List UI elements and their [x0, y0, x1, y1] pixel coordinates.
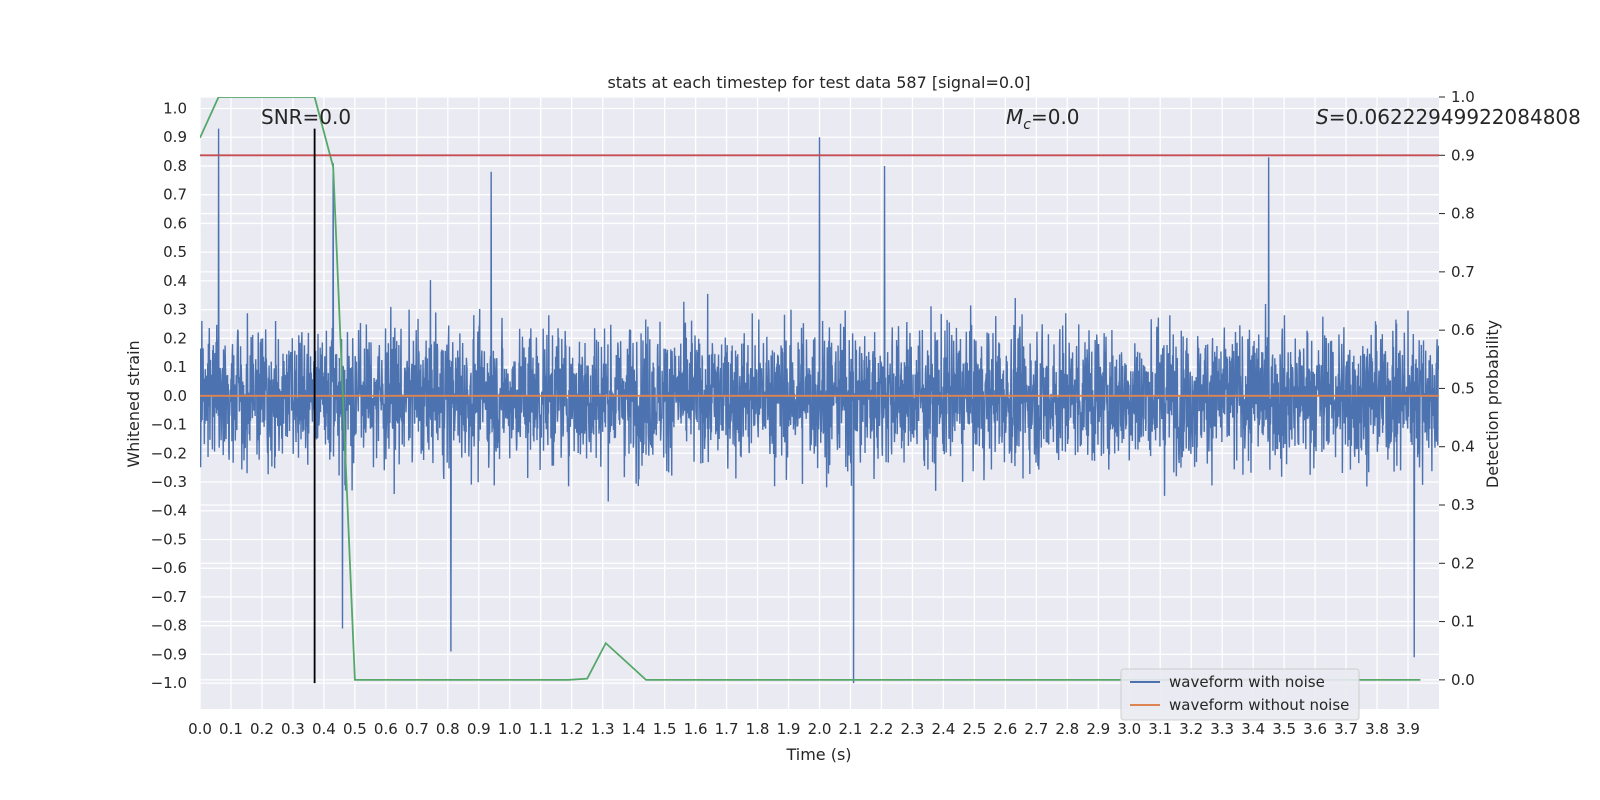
chart-title: stats at each timestep for test data 587… — [607, 73, 1030, 92]
x-tick-label: 0.0 — [188, 720, 212, 738]
x-tick-label: 2.7 — [1024, 720, 1048, 738]
x-tick-label: 3.5 — [1272, 720, 1296, 738]
series-waveform-with-noise — [200, 128, 1439, 684]
x-tick-label: 2.0 — [808, 720, 832, 738]
y2-tick-label: 1.0 — [1451, 88, 1475, 106]
series-detection-probability — [200, 97, 1421, 681]
x-tick-label: 3.0 — [1117, 720, 1141, 738]
y2-tick-label: 0.9 — [1451, 146, 1475, 164]
x-tick-label: 1.5 — [653, 720, 677, 738]
x-tick-label: 3.3 — [1210, 720, 1234, 738]
y-tick-label: −0.2 — [151, 444, 187, 462]
x-tick-label: 0.3 — [281, 720, 305, 738]
x-tick-label: 0.6 — [374, 720, 398, 738]
x-tick-label: 2.5 — [962, 720, 986, 738]
x-tick-label: 1.4 — [622, 720, 646, 738]
s-symbol: S — [1316, 105, 1329, 129]
x-tick-label: 3.6 — [1303, 720, 1327, 738]
y-axis-label: Whitened strain — [124, 340, 143, 467]
x-tick-labels: 0.0 0.1 0.2 0.3 0.4 0.5 0.6 0.7 0.8 0.9 1.0 1.1 1.2 1… — [188, 720, 1420, 738]
x-tick-label: 2.6 — [993, 720, 1017, 738]
x-tick-label: 3.2 — [1179, 720, 1203, 738]
x-tick-label: 0.7 — [405, 720, 429, 738]
x-tick-label: 0.9 — [467, 720, 491, 738]
x-tick-label: 2.3 — [900, 720, 924, 738]
x-tick-label: 3.7 — [1334, 720, 1358, 738]
y-tick-label: 0.5 — [163, 243, 187, 261]
y-tick-label: −0.1 — [151, 416, 187, 434]
y-tick-label: 0.2 — [163, 329, 187, 347]
y-tick-label: −0.8 — [151, 617, 187, 635]
y-tick-label: −0.5 — [151, 530, 187, 548]
x-axis-label: Time (s) — [785, 745, 851, 764]
x-tick-label: 2.9 — [1086, 720, 1110, 738]
y-tick-labels: 1.0 0.9 0.8 0.7 0.6 0.5 0.4 0.3 0.2 0.1 0.0 −0.1 −0.… — [151, 99, 187, 692]
legend-label-noise: waveform with noise — [1169, 673, 1325, 691]
legend-box — [1120, 668, 1360, 721]
x-tick-label: 3.4 — [1241, 720, 1265, 738]
y2-tick-label: 0.7 — [1451, 263, 1475, 281]
y-tick-label: 0.7 — [163, 186, 187, 204]
y-tick-label: 0.8 — [163, 157, 187, 175]
y-tick-label: −0.4 — [151, 502, 187, 520]
y2-tick-labels: 1.0 0.9 0.8 0.7 0.6 0.5 0.4 0.3 0.2 0.1 0.0 — [1439, 88, 1475, 689]
x-tick-label: 0.1 — [219, 720, 243, 738]
x-tick-label: 1.9 — [777, 720, 801, 738]
mc-annotation: Mc=0.0 — [1006, 105, 1080, 133]
y-tick-label: −0.3 — [151, 473, 187, 491]
x-tick-label: 0.8 — [436, 720, 460, 738]
x-tick-label: 2.4 — [931, 720, 955, 738]
y2-tick-label: 0.5 — [1451, 379, 1475, 397]
snr-annotation: SNR=0.0 — [261, 105, 351, 129]
y-tick-label: 0.1 — [163, 358, 187, 376]
y2-tick-label: 0.1 — [1451, 613, 1475, 631]
y2-tick-label: 0.6 — [1451, 321, 1475, 339]
x-tick-label: 0.2 — [250, 720, 274, 738]
y-tick-label: 0.3 — [163, 301, 187, 319]
x-tick-label: 1.1 — [529, 720, 553, 738]
series-layer — [200, 97, 1439, 684]
legend: waveform with noise waveform without noi… — [1120, 668, 1360, 721]
s-annotation: S=0.06222949922084808 — [1316, 105, 1581, 129]
x-tick-label: 1.6 — [684, 720, 708, 738]
y-tick-label: −0.9 — [151, 645, 187, 663]
y-tick-label: 0.9 — [163, 128, 187, 146]
y-tick-label: −0.7 — [151, 588, 187, 606]
x-tick-label: 2.8 — [1055, 720, 1079, 738]
x-tick-label: 1.3 — [591, 720, 615, 738]
x-tick-label: 1.7 — [715, 720, 739, 738]
y2-tick-label: 0.4 — [1451, 438, 1475, 456]
x-tick-label: 0.5 — [343, 720, 367, 738]
x-tick-label: 1.0 — [498, 720, 522, 738]
y-tick-label: 0.0 — [163, 387, 187, 405]
mc-value: =0.0 — [1031, 105, 1080, 129]
legend-label-clean: waveform without noise — [1169, 696, 1349, 714]
x-tick-label: 0.4 — [312, 720, 336, 738]
mc-subscript: c — [1023, 117, 1031, 133]
y2-axis-label: Detection probability — [1483, 320, 1502, 488]
y2-tick-label: 0.0 — [1451, 671, 1475, 689]
y-tick-label: 0.6 — [163, 214, 187, 232]
y-tick-label: 0.4 — [163, 272, 187, 290]
y-tick-label: 1.0 — [163, 99, 187, 117]
x-tick-label: 3.1 — [1148, 720, 1172, 738]
s-value: =0.06222949922084808 — [1329, 105, 1581, 129]
y2-tick-label: 0.8 — [1451, 205, 1475, 223]
y2-tick-label: 0.3 — [1451, 496, 1475, 514]
mc-symbol: M — [1006, 105, 1023, 129]
x-tick-label: 3.8 — [1365, 720, 1389, 738]
x-tick-label: 2.2 — [870, 720, 894, 738]
y-tick-label: −0.6 — [151, 559, 187, 577]
x-tick-label: 1.2 — [560, 720, 584, 738]
x-tick-label: 1.8 — [746, 720, 770, 738]
x-tick-label: 3.9 — [1396, 720, 1420, 738]
x-tick-label: 2.1 — [839, 720, 863, 738]
y2-tick-label: 0.2 — [1451, 554, 1475, 572]
y-tick-label: −1.0 — [151, 674, 187, 692]
